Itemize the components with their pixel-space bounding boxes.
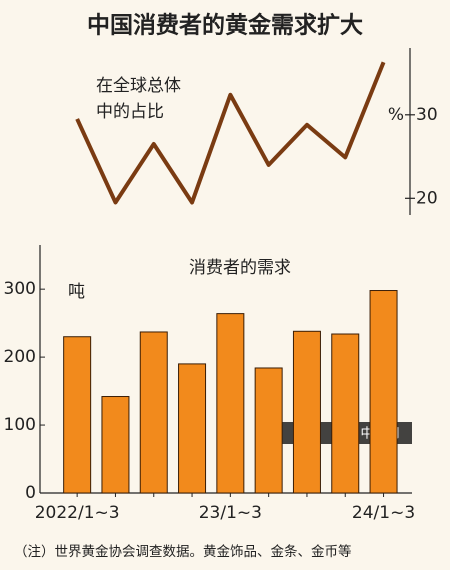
y-axis-label: 吨: [68, 282, 85, 302]
x-tick-label: 24/1~3: [352, 503, 415, 523]
bar: [178, 363, 207, 494]
subtitle: 消费者的需求: [189, 258, 291, 278]
y-tick-label: 30: [416, 105, 438, 125]
bar: [101, 396, 130, 494]
y-tick-label: 20: [416, 188, 438, 208]
y-axis-label: %: [388, 105, 404, 125]
x-tick-label: 2022/1~3: [35, 503, 120, 523]
bar: [331, 333, 360, 494]
footnote: （注）世界黄金协会调查数据。黄金饰品、金条、金币等: [14, 543, 352, 560]
bar: [369, 290, 398, 494]
line: [75, 61, 386, 205]
y-tick-label: 100: [4, 415, 36, 435]
annotation: 在全球总体: [96, 76, 181, 96]
y-tick-label: 0: [25, 483, 36, 503]
y-tick-label: 300: [4, 279, 36, 299]
chart-title: 中国消费者的黄金需求扩大: [87, 12, 363, 39]
bar: [63, 336, 92, 494]
bar: [254, 367, 283, 494]
bar: [139, 331, 168, 494]
x-tick-label: 23/1~3: [199, 503, 262, 523]
bar: [216, 313, 245, 494]
annotation: 中的占比: [96, 102, 164, 122]
y-tick-label: 200: [4, 347, 36, 367]
bar: [292, 330, 321, 494]
